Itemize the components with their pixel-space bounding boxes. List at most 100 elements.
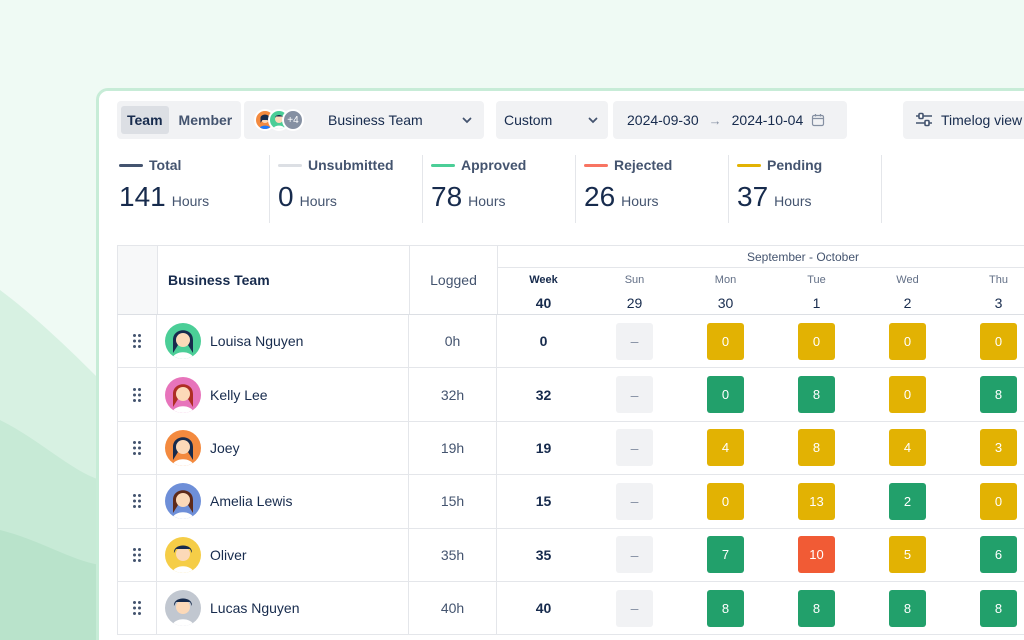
table-row[interactable]: Lucas Nguyen 40h 40 – 8 8 8 8: [117, 581, 1024, 636]
range-select[interactable]: Custom: [496, 101, 608, 139]
hours-cell-approved[interactable]: 8: [980, 376, 1017, 414]
member-cell[interactable]: Lucas Nguyen: [157, 581, 409, 635]
team-select[interactable]: +4 Business Team: [244, 101, 484, 139]
member-name: Oliver: [210, 546, 247, 563]
hours-cell-pending[interactable]: 0: [889, 376, 926, 414]
hours-cell-none[interactable]: –: [616, 429, 653, 467]
member-tab[interactable]: Member: [178, 112, 233, 128]
day-cell: 8: [771, 422, 862, 474]
day-cell: 8: [862, 582, 953, 634]
sliders-icon: [916, 112, 932, 127]
table-row[interactable]: Kelly Lee 32h 32 – 0 8 0 8: [117, 368, 1024, 422]
member-cell[interactable]: Kelly Lee: [157, 368, 409, 421]
day-cell: 2: [862, 475, 953, 527]
table-row[interactable]: Louisa Nguyen 0h 0 – 0 0 0 0: [117, 315, 1024, 369]
day-column-header: Sun 29: [589, 268, 680, 314]
hours-cell-pending[interactable]: 8: [798, 429, 835, 467]
table-row[interactable]: Joey 19h 19 – 4 8 4 3: [117, 421, 1024, 476]
toolbar: Team Member +4 Business Team Custom 2024…: [99, 91, 1024, 151]
hours-cell-pending[interactable]: 0: [707, 482, 744, 520]
drag-handle-icon[interactable]: [118, 368, 157, 421]
day-cell: –: [589, 368, 680, 420]
more-members-badge: +4: [282, 109, 304, 131]
hours-cell-pending[interactable]: 0: [980, 322, 1017, 360]
hours-cell-pending[interactable]: 0: [889, 322, 926, 360]
team-avatars: +4: [254, 109, 312, 131]
day-name: Wed: [896, 274, 919, 286]
hours-cell-pending[interactable]: 3: [980, 429, 1017, 467]
member-name: Lucas Nguyen: [210, 600, 300, 617]
legend-line: [431, 163, 455, 167]
day-date: 3: [994, 295, 1003, 311]
hours-cell-pending[interactable]: 4: [707, 429, 744, 467]
hours-summary: Total 141 Hours Unsubmitted 0 Hours Approv…: [117, 155, 882, 223]
drag-handle-icon[interactable]: [118, 581, 157, 635]
hours-cell-none[interactable]: –: [616, 322, 653, 360]
logged-hours: 0h: [409, 315, 497, 368]
legend-line: [584, 163, 608, 167]
day-date: 2: [903, 295, 912, 311]
stat-label: Total: [149, 157, 182, 173]
hours-cell-approved[interactable]: 8: [889, 589, 926, 627]
hours-cell-pending[interactable]: 0: [980, 482, 1017, 520]
hours-cell-pending[interactable]: 0: [707, 322, 744, 360]
member-cell[interactable]: Oliver: [157, 528, 409, 581]
day-cell: –: [589, 315, 680, 367]
hours-cell-pending[interactable]: 13: [798, 482, 835, 520]
hours-cell-approved[interactable]: 8: [980, 589, 1017, 627]
team-select-value: Business Team: [328, 112, 423, 128]
member-cell[interactable]: Amelia Lewis: [157, 475, 409, 528]
hours-cell-none[interactable]: –: [616, 482, 653, 520]
date-range-picker[interactable]: 2024-09-30 → 2024-10-04: [613, 101, 847, 139]
member-cell[interactable]: Louisa Nguyen: [157, 315, 409, 368]
date-to[interactable]: 2024-10-04: [731, 112, 804, 128]
hours-cell-approved[interactable]: 7: [707, 536, 744, 574]
hours-cell-approved[interactable]: 8: [707, 589, 744, 627]
day-cell: –: [589, 582, 680, 634]
day-cell: 8: [953, 582, 1024, 634]
member-cell[interactable]: Joey: [157, 421, 409, 475]
hours-cell-pending[interactable]: 4: [889, 429, 926, 467]
hours-cell-pending[interactable]: 0: [798, 322, 835, 360]
hours-cell-none[interactable]: –: [616, 376, 653, 414]
drag-handle-icon[interactable]: [118, 475, 157, 528]
drag-handle-icon[interactable]: [118, 528, 157, 581]
day-name: Thu: [989, 274, 1008, 286]
day-cell: 0: [680, 315, 771, 367]
hours-cell-none[interactable]: –: [616, 589, 653, 627]
stat-label: Pending: [767, 157, 823, 173]
day-date: 1: [812, 295, 821, 311]
day-cell: 0: [680, 475, 771, 527]
member-name: Kelly Lee: [210, 386, 268, 403]
week-total: 32: [535, 386, 552, 403]
timelog-view-button[interactable]: Timelog view: [903, 101, 1024, 139]
hours-cell-none[interactable]: –: [616, 536, 653, 574]
drag-handle-icon[interactable]: [118, 315, 157, 368]
day-date: 40: [535, 295, 552, 311]
hours-cell-approved[interactable]: 8: [798, 376, 835, 414]
hours-cell-pending[interactable]: 5: [889, 536, 926, 574]
date-from[interactable]: 2024-09-30: [627, 112, 699, 128]
week-total: 15: [535, 493, 552, 510]
timelog-view-label: Timelog view: [941, 112, 1023, 128]
logged-hours: 32h: [409, 368, 497, 421]
week-total: 19: [535, 439, 552, 456]
logged-column-header[interactable]: Logged: [410, 246, 498, 314]
table-header: Business Team Logged September - October…: [117, 245, 1024, 315]
hours-cell-approved[interactable]: 2: [889, 482, 926, 520]
hours-cell-approved[interactable]: 8: [798, 589, 835, 627]
drag-handle-icon[interactable]: [118, 421, 157, 475]
team-column-header[interactable]: Business Team: [158, 246, 410, 314]
stat-value: 26: [584, 181, 616, 212]
table-row[interactable]: Oliver 35h 35 – 7 10 5 6: [117, 528, 1024, 582]
stat-unit: Hours: [171, 193, 210, 209]
hours-cell-approved[interactable]: 6: [980, 536, 1017, 574]
hours-cell-approved[interactable]: 0: [707, 376, 744, 414]
stat-value: 141: [119, 181, 166, 212]
day-cell: 4: [862, 422, 953, 474]
hours-cell-rejected[interactable]: 10: [798, 536, 835, 574]
team-tab[interactable]: Team: [121, 106, 169, 134]
day-column-header: Thu 3: [953, 268, 1024, 314]
table-row[interactable]: Amelia Lewis 15h 15 – 0 13 2 0: [117, 475, 1024, 529]
stat-rejected: Rejected 26 Hours: [576, 155, 729, 223]
